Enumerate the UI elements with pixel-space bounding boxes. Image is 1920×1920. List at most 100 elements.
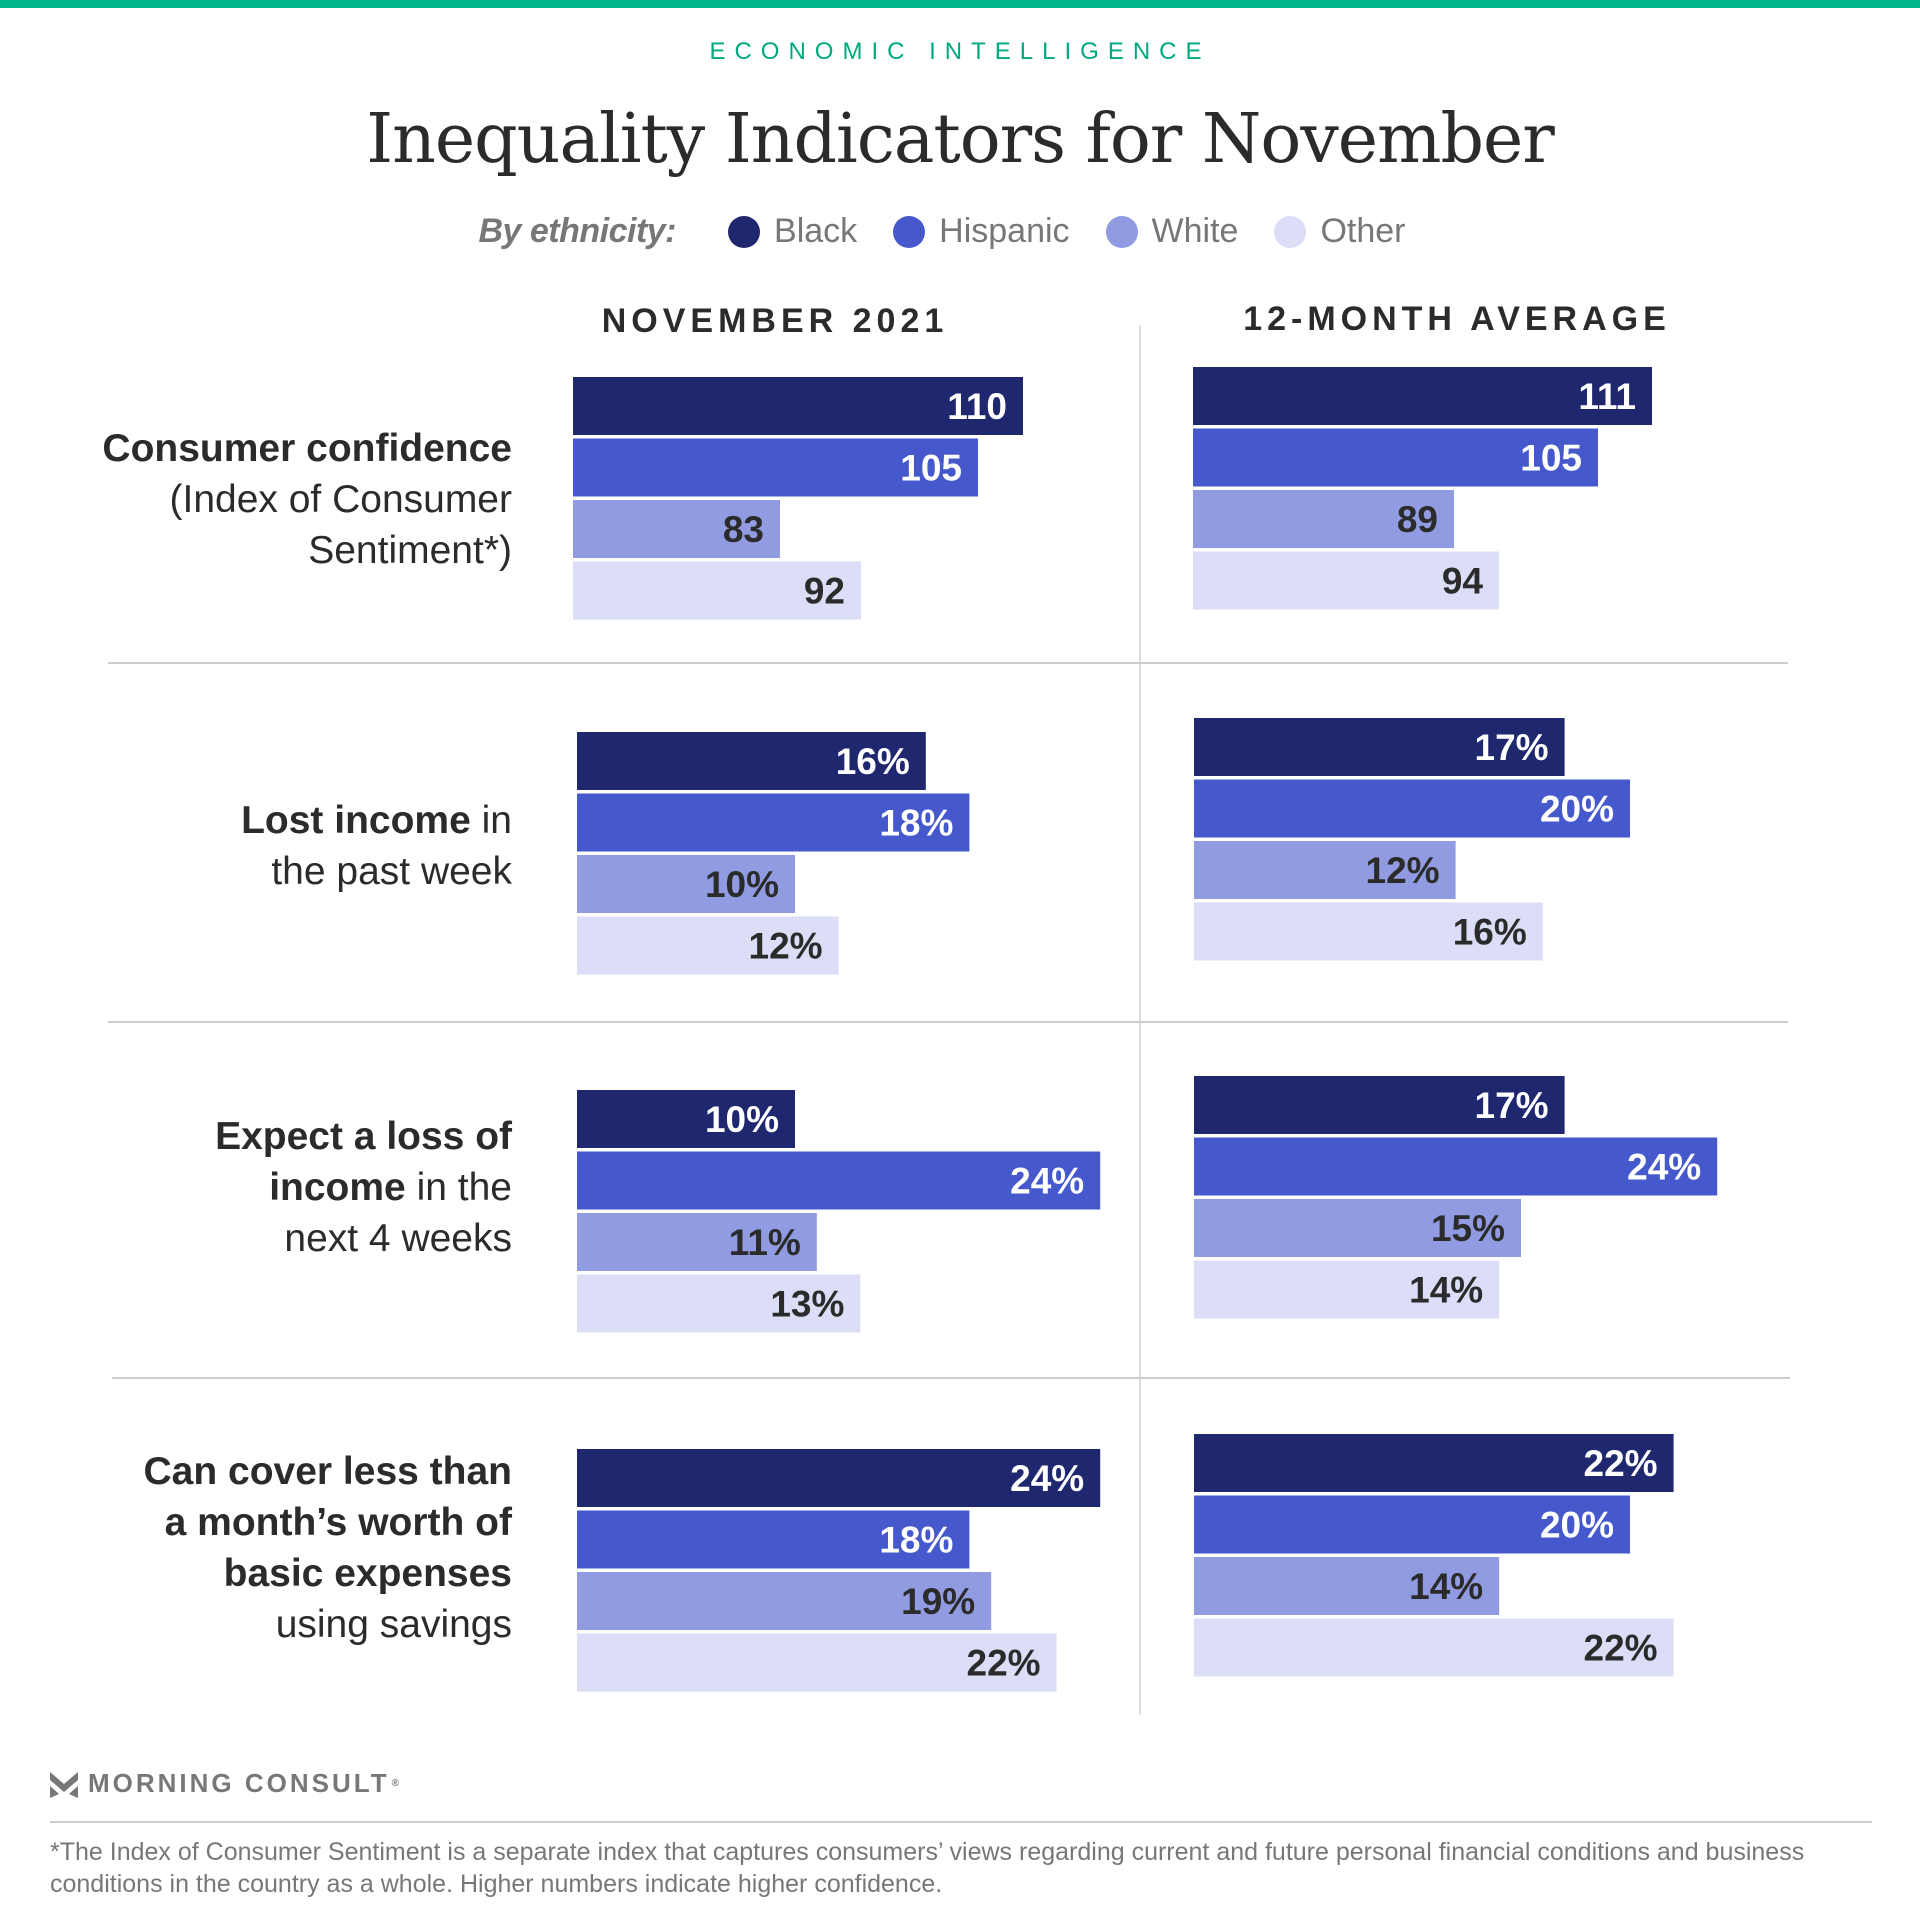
bar-value-label: 11% — [729, 1222, 801, 1263]
bar-value-label: 105 — [1520, 438, 1582, 479]
bar-value-label: 20% — [1540, 1505, 1614, 1546]
bar-value-label: 18% — [879, 1520, 953, 1561]
bar-black — [1194, 718, 1565, 776]
row-label-regular: Sentiment*) — [308, 529, 512, 572]
bar-value-label: 16% — [1453, 912, 1527, 953]
bar-other — [1194, 902, 1543, 961]
bar-value-label: 110 — [947, 386, 1007, 427]
bar-black — [573, 377, 1023, 435]
bar-hispanic — [1194, 1137, 1718, 1196]
legend-item-hispanic: Hispanic — [893, 212, 1070, 251]
legend-swatch-icon — [1105, 215, 1138, 248]
bar-value-label: 12% — [1366, 850, 1440, 891]
row-label-bold: Can cover less than — [143, 1450, 512, 1493]
bar-white — [577, 1213, 817, 1271]
bar-black — [1194, 1076, 1565, 1134]
row-label-consumer-confidence: Consumer confidence (Index of Consumer S… — [60, 423, 512, 576]
bar-white — [1193, 490, 1454, 548]
bar-other — [577, 1274, 861, 1333]
bar-value-label: 20% — [1540, 789, 1614, 830]
column-header-november-2021: NOVEMBER 2021 — [601, 302, 949, 340]
section-kicker: ECONOMIC INTELLIGENCE — [709, 38, 1211, 65]
bar-value-label: 22% — [1584, 1628, 1658, 1669]
row-label-cover-expenses: Can cover less than a month’s worth of b… — [60, 1446, 512, 1650]
row-label-bold: Consumer confidence — [102, 427, 512, 470]
bar-other — [577, 916, 839, 975]
row-label-expect-loss: Expect a loss of income in the next 4 we… — [60, 1111, 512, 1264]
row-label-regular: (Index of Consumer — [169, 478, 513, 521]
bar-hispanic — [573, 438, 978, 497]
bar-hispanic — [1194, 779, 1630, 838]
bar-value-label: 17% — [1475, 1085, 1549, 1126]
bar-value-label: 24% — [1010, 1161, 1084, 1202]
legend: By ethnicity: Black Hispanic White Other — [0, 212, 1920, 251]
bar-other — [1193, 551, 1499, 610]
row-label-regular: the past week — [271, 850, 512, 893]
bar-value-label: 24% — [1627, 1147, 1701, 1188]
brand-name: MORNING CONSULT — [88, 1768, 390, 1798]
bar-value-label: 14% — [1409, 1270, 1483, 1311]
bar-white — [1194, 1199, 1521, 1257]
bar-white — [573, 500, 780, 558]
bar-black — [577, 1090, 795, 1148]
bar-hispanic — [1193, 428, 1598, 487]
bar-hispanic — [1194, 1495, 1630, 1554]
bar-value-label: 92 — [804, 571, 845, 612]
legend-label: Hispanic — [939, 212, 1070, 250]
bar-hispanic — [577, 1510, 970, 1569]
row-label-bold: a month’s worth of — [164, 1501, 512, 1544]
legend-item-white: White — [1105, 212, 1239, 251]
bar-other — [577, 1633, 1057, 1692]
row-label-regular: in — [470, 799, 512, 842]
bar-white — [577, 855, 795, 913]
row-divider — [108, 662, 1788, 664]
legend-label: White — [1151, 212, 1239, 250]
footer-divider — [50, 1821, 1872, 1823]
legend-item-other: Other — [1274, 212, 1406, 251]
legend-item-black: Black — [728, 212, 857, 251]
bar-value-label: 18% — [879, 803, 953, 844]
column-header-12-month-average: 12-MONTH AVERAGE — [1243, 300, 1671, 338]
bar-value-label: 17% — [1475, 727, 1549, 768]
bar-black — [577, 732, 926, 790]
bar-value-label: 12% — [749, 926, 823, 967]
bar-other — [573, 561, 861, 620]
row-divider — [108, 1021, 1788, 1023]
bar-white — [1194, 1557, 1500, 1615]
top-accent-bar — [0, 0, 1920, 8]
bar-black — [1194, 1434, 1674, 1492]
row-divider — [112, 1377, 1790, 1379]
bar-value-label: 13% — [770, 1284, 844, 1325]
row-label-lost-income: Lost income in the past week — [60, 795, 512, 897]
bar-value-label: 10% — [705, 1099, 779, 1140]
bar-black — [577, 1449, 1101, 1507]
bar-value-label: 111 — [1578, 376, 1636, 417]
legend-swatch-icon — [1274, 215, 1307, 248]
bar-hispanic — [577, 793, 970, 852]
legend-swatch-icon — [728, 215, 761, 248]
bar-hispanic — [577, 1151, 1101, 1210]
bar-value-label: 24% — [1010, 1458, 1084, 1499]
row-label-regular: in the — [405, 1166, 512, 1209]
bar-value-label: 22% — [1584, 1443, 1658, 1484]
bar-value-label: 105 — [900, 448, 962, 489]
legend-swatch-icon — [893, 215, 926, 248]
bar-value-label: 15% — [1431, 1208, 1505, 1249]
bar-value-label: 94 — [1442, 561, 1484, 602]
row-label-regular: next 4 weeks — [284, 1217, 512, 1260]
legend-title: By ethnicity: — [478, 212, 677, 250]
row-label-bold: Lost income — [241, 799, 471, 842]
bar-white — [1194, 841, 1456, 899]
chart-title: Inequality Indicators for November — [366, 100, 1555, 179]
row-label-bold: income — [269, 1166, 406, 1209]
bar-value-label: 14% — [1409, 1566, 1483, 1607]
bar-white — [577, 1572, 992, 1630]
bar-black — [1193, 367, 1652, 425]
bar-value-label: 19% — [901, 1581, 975, 1622]
row-label-bold: basic expenses — [223, 1552, 512, 1595]
row-label-bold: Expect a loss of — [215, 1115, 512, 1158]
bar-value-label: 89 — [1397, 499, 1438, 540]
bar-value-label: 16% — [836, 741, 910, 782]
bar-value-label: 10% — [705, 864, 779, 905]
